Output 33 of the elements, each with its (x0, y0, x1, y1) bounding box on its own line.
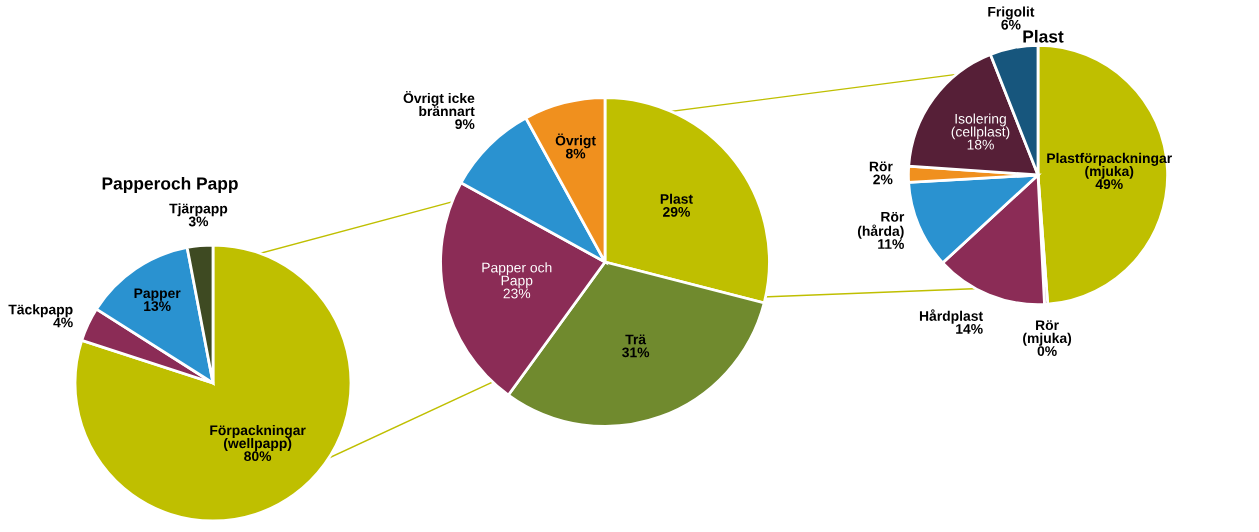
data-label: 2% (873, 174, 893, 185)
data-label: 80% (244, 451, 272, 462)
data-label: 9% (455, 119, 475, 130)
data-label: 49% (1095, 179, 1123, 190)
slice-label: Papper och Papp (482, 262, 552, 289)
data-label: 8% (565, 148, 586, 159)
data-label: 31% (622, 347, 650, 358)
slice-label: Papper (134, 288, 181, 301)
slice-label: Frigolit (988, 6, 1035, 20)
slice-label: Övrigt (555, 133, 596, 149)
slice-label: Täckpapp (8, 304, 73, 318)
data-label: 23% (503, 288, 531, 299)
slice-label: Plast (660, 193, 693, 204)
slice-label: Rör (mjuka) (1023, 320, 1072, 346)
data-label: 29% (663, 206, 690, 217)
slice-label: Rör (hårda) (857, 211, 905, 239)
slice-label: Rör (869, 161, 893, 172)
slice-label: Hårdplast (919, 309, 983, 324)
data-label: 3% (188, 216, 209, 227)
slice-label: Tjärpapp (169, 203, 228, 217)
slice-label: Isolering (cellplast) (951, 113, 1010, 140)
data-label: 6% (1001, 19, 1021, 30)
slice-label: Trä (625, 334, 647, 345)
slice-label: Förpackningar (wellpapp) (210, 424, 306, 451)
text: Plast (1023, 29, 1064, 43)
data-label: 4% (53, 317, 73, 328)
data-label: 13% (144, 301, 171, 312)
data-label: 14% (956, 324, 983, 334)
data-label: 11% (878, 239, 904, 249)
data-label: 0% (1037, 346, 1057, 356)
chart-title: Papperoch Papp (102, 176, 238, 194)
slice-label: Övrigt icke brännart (403, 91, 475, 117)
data-label: 18% (967, 139, 994, 150)
